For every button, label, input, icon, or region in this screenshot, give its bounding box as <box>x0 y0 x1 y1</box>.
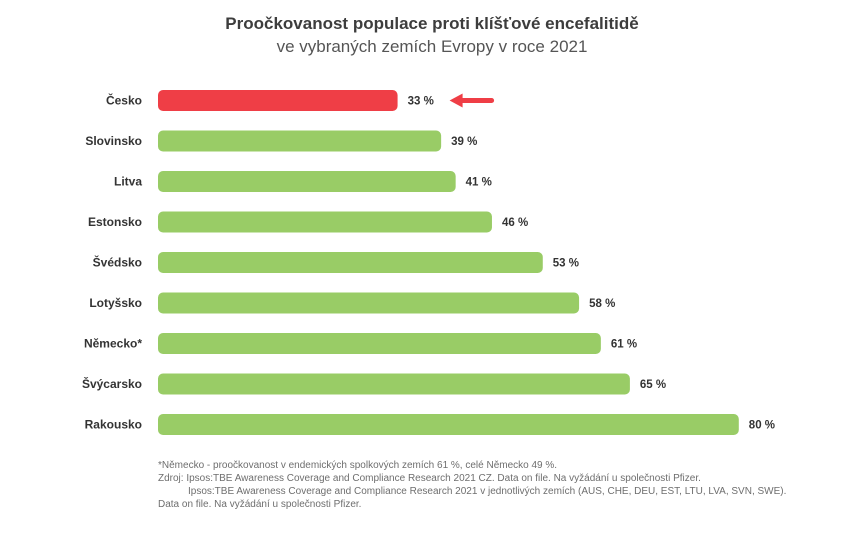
chart-subtitle: ve vybraných zemích Evropy v roce 2021 <box>276 37 588 56</box>
category-label: Lotyšsko <box>89 296 142 310</box>
bar <box>158 130 442 152</box>
category-label: Litva <box>114 175 142 189</box>
value-label: 39 % <box>451 136 477 148</box>
value-label: 33 % <box>408 96 434 108</box>
chart-title: Proočkovanost populace proti klíšťové en… <box>225 14 639 33</box>
category-label: Německo* <box>84 337 142 351</box>
highlight-arrow-head <box>449 93 463 108</box>
value-label: 61 % <box>611 339 637 351</box>
category-label: Rakousko <box>85 418 142 432</box>
bar <box>158 292 580 314</box>
value-label: 46 % <box>502 217 528 229</box>
category-label: Česko <box>106 93 142 108</box>
category-label: Estonsko <box>88 215 142 229</box>
bar <box>158 211 492 233</box>
bar <box>158 171 456 192</box>
value-label: 80 % <box>749 420 775 432</box>
source-line-1: Zdroj: Ipsos:TBE Awareness Coverage and … <box>158 473 701 484</box>
footnote: *Německo - proočkovanost v endemických s… <box>158 460 558 471</box>
bar <box>158 90 398 111</box>
value-label: 53 % <box>553 258 579 270</box>
bar <box>158 252 543 273</box>
bar <box>158 333 601 354</box>
source-line-3: Data on file. Na vyžádání u společnosti … <box>158 499 362 510</box>
category-label: Švédsko <box>93 255 142 270</box>
bar <box>158 373 630 395</box>
source-line-2: Ipsos:TBE Awareness Coverage and Complia… <box>188 486 787 497</box>
category-label: Slovinsko <box>85 134 142 148</box>
value-label: 65 % <box>640 379 666 391</box>
value-label: 58 % <box>589 298 615 310</box>
chart-notes: *Německo - proočkovanost v endemických s… <box>158 459 786 511</box>
category-label: Švýcarsko <box>82 376 142 391</box>
value-label: 41 % <box>466 177 492 189</box>
bar <box>158 414 739 435</box>
